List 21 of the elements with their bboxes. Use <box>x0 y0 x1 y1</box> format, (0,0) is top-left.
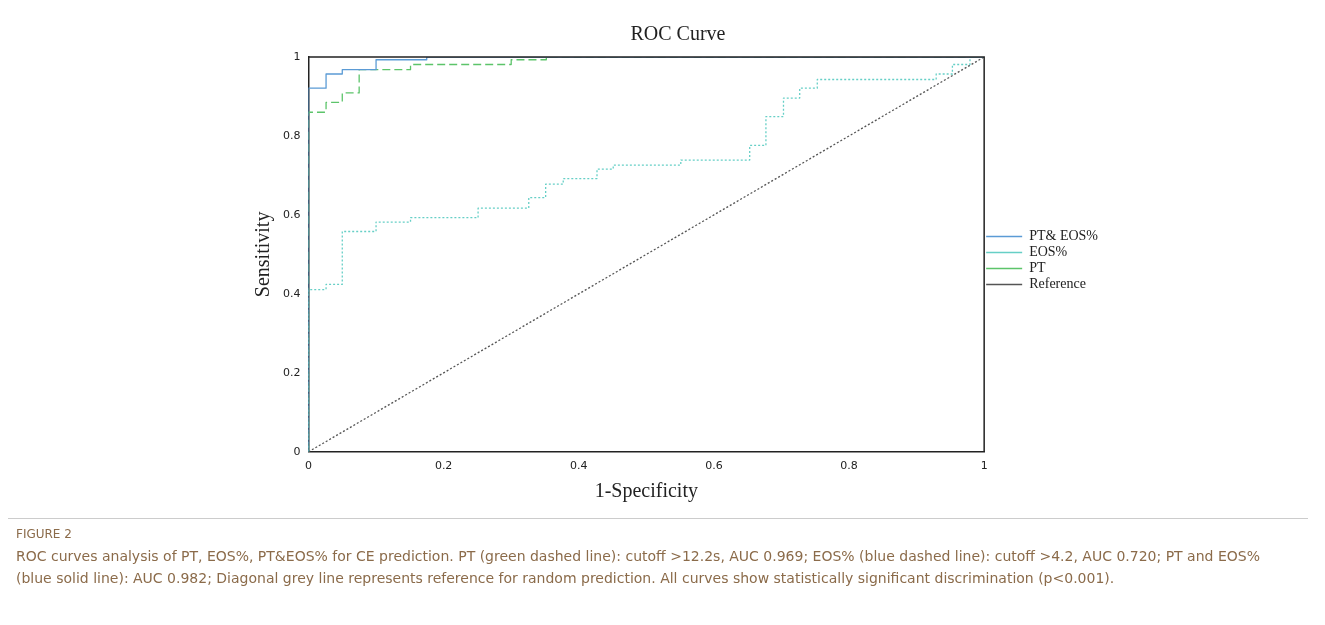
x-tick-label: 0.4 <box>570 459 588 473</box>
y-tick-label: 0.8 <box>282 128 301 142</box>
x-tick-label: 0 <box>304 459 312 473</box>
legend-label: PT& EOS% <box>1029 228 1099 244</box>
legend-label: PT <box>1029 260 1046 276</box>
caption: FIGURE 2 <box>16 527 73 541</box>
x-tick-label: 0.2 <box>434 459 453 473</box>
legend-label: Reference <box>1029 276 1086 292</box>
legend-label: EOS% <box>1029 244 1068 260</box>
x-tick-label: 0.6 <box>705 459 723 473</box>
x-tick-label: 0.8 <box>840 459 858 473</box>
x-tick-label: 1 <box>980 459 988 473</box>
chart-title: ROC Curve <box>630 22 726 45</box>
text: ROC curves analysis of PT, EOS%, PT&EOS% for CE prediction. PT (green dashed line): cutoff >12.2s, AUC 0.969; EOS% (blue dashed line): cutoff >4.2, AUC 0.720; PT and EOS% (blue solid line): AUC 0.982; Diagonal grey line represents reference for random prediction. All curves show statistically significant discrimination (p<0.001). <box>16 547 1261 588</box>
y-tick-label: 0.2 <box>282 365 301 379</box>
y-tick-label: 0.6 <box>282 207 301 221</box>
y-tick-label: 0.4 <box>282 286 301 300</box>
x-axis-title: 1-Specificity <box>594 479 698 503</box>
y-axis-title: Sensitivity <box>251 211 275 298</box>
y-tick-label: 0 <box>293 444 301 458</box>
y-tick-label: 1 <box>293 49 301 63</box>
